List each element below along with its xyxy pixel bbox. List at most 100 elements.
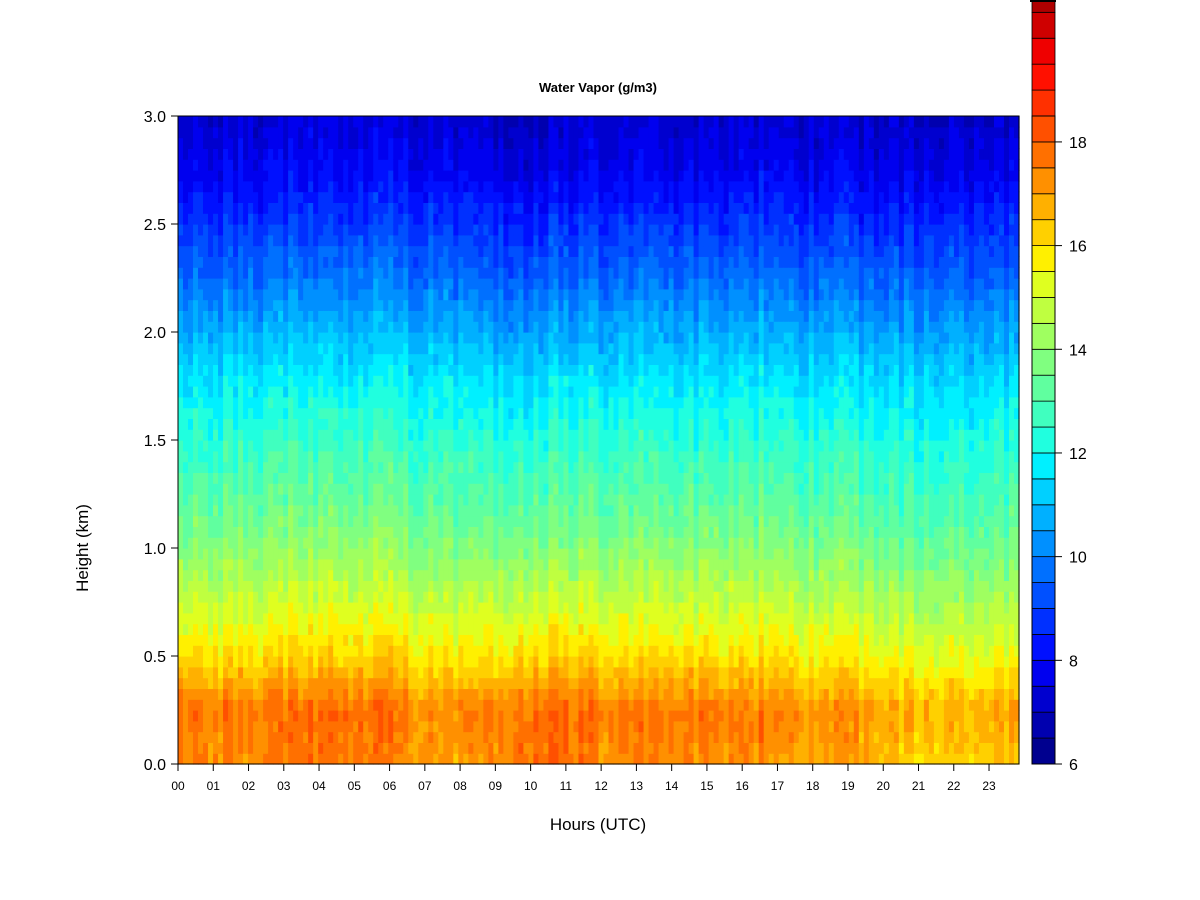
heatmap-cell [483, 429, 489, 441]
heatmap-cell [558, 494, 565, 506]
heatmap-cell [488, 731, 494, 743]
heatmap-cell [228, 429, 234, 441]
heatmap-cell [273, 407, 279, 419]
heatmap-cell [458, 159, 464, 171]
heatmap-cell [503, 256, 509, 268]
heatmap-cell [223, 386, 229, 398]
heatmap-cell [393, 126, 399, 139]
heatmap-cell [343, 645, 349, 657]
heatmap-cell [223, 483, 229, 495]
heatmap-cell [228, 526, 234, 538]
heatmap-cell [413, 418, 419, 430]
heatmap-cell [543, 418, 550, 430]
heatmap-cell [248, 753, 254, 765]
heatmap-cell [418, 537, 424, 549]
heatmap-cell [578, 569, 585, 581]
heatmap-cell [513, 299, 520, 311]
heatmap-cell [308, 299, 314, 311]
heatmap-cell [418, 126, 424, 139]
heatmap-cell [473, 310, 479, 322]
heatmap-cell [183, 202, 189, 214]
heatmap-cell [498, 364, 504, 376]
heatmap-cell [248, 645, 254, 657]
heatmap-cell [383, 278, 389, 290]
heatmap-cell [278, 699, 284, 711]
heatmap-cell [548, 753, 555, 765]
heatmap-cell [528, 321, 535, 333]
heatmap-cell [398, 386, 404, 398]
heatmap-cell [498, 353, 504, 365]
heatmap-cell [323, 375, 329, 387]
heatmap-cell [388, 645, 394, 657]
heatmap-cell [253, 504, 259, 517]
heatmap-cell [403, 731, 409, 743]
heatmap-cell [193, 396, 199, 409]
heatmap-cell [553, 440, 560, 452]
heatmap-cell [478, 245, 484, 257]
heatmap-cell [393, 213, 399, 225]
heatmap-cell [223, 753, 229, 765]
heatmap-cell [283, 116, 289, 128]
heatmap-cell [338, 483, 344, 495]
heatmap-cell [448, 116, 454, 128]
heatmap-cell [268, 299, 274, 311]
heatmap-cell [363, 537, 369, 549]
heatmap-cell [193, 116, 199, 128]
heatmap-cell [488, 245, 494, 257]
heatmap-cell [438, 450, 444, 463]
heatmap-cell [298, 332, 304, 344]
heatmap-cell [313, 364, 319, 376]
heatmap-cell [323, 591, 329, 603]
heatmap-cell [548, 310, 555, 322]
heatmap-cell [543, 224, 550, 236]
heatmap-cell [428, 299, 434, 311]
heatmap-cell [418, 418, 424, 430]
heatmap-cell [408, 591, 414, 603]
heatmap-cell [323, 450, 329, 463]
heatmap-cell [463, 656, 469, 668]
heatmap-cell [368, 310, 374, 322]
heatmap-cell [583, 396, 590, 409]
heatmap-cell [508, 191, 514, 203]
heatmap-cell [183, 656, 189, 668]
heatmap-cell [483, 645, 489, 657]
heatmap-cell [288, 256, 294, 268]
heatmap-cell [423, 602, 429, 614]
heatmap-cell [363, 137, 369, 149]
heatmap-cell [393, 386, 399, 398]
heatmap-cell [228, 353, 234, 365]
heatmap-cell [303, 699, 309, 711]
heatmap-cell [323, 267, 329, 279]
heatmap-cell [553, 137, 560, 149]
heatmap-cell [318, 612, 324, 625]
heatmap-cell [258, 580, 264, 592]
heatmap-cell [273, 504, 279, 517]
heatmap-cell [533, 396, 540, 409]
heatmap-cell [263, 634, 269, 646]
heatmap-cell [218, 342, 224, 355]
heatmap-cell [358, 548, 364, 560]
heatmap-cell [513, 116, 520, 128]
heatmap-cell [308, 375, 314, 387]
heatmap-cell [553, 515, 560, 527]
heatmap-cell [453, 710, 459, 722]
heatmap-cell [543, 548, 550, 560]
heatmap-cell [403, 537, 409, 549]
heatmap-cell [553, 116, 560, 128]
heatmap-cell [413, 224, 419, 236]
heatmap-cell [583, 526, 590, 538]
heatmap-cell [228, 116, 234, 128]
heatmap-cell [533, 526, 540, 538]
heatmap-cell [513, 234, 520, 247]
heatmap-cell [448, 234, 454, 247]
heatmap-cell [318, 699, 324, 711]
heatmap-cell [563, 353, 570, 365]
heatmap-cell [393, 234, 399, 247]
heatmap-cell [398, 126, 404, 139]
heatmap-cell [558, 612, 565, 625]
heatmap-cell [428, 126, 434, 139]
heatmap-cell [478, 515, 484, 527]
heatmap-cell [243, 688, 249, 700]
heatmap-cell [543, 677, 550, 689]
heatmap-cell [398, 753, 404, 765]
